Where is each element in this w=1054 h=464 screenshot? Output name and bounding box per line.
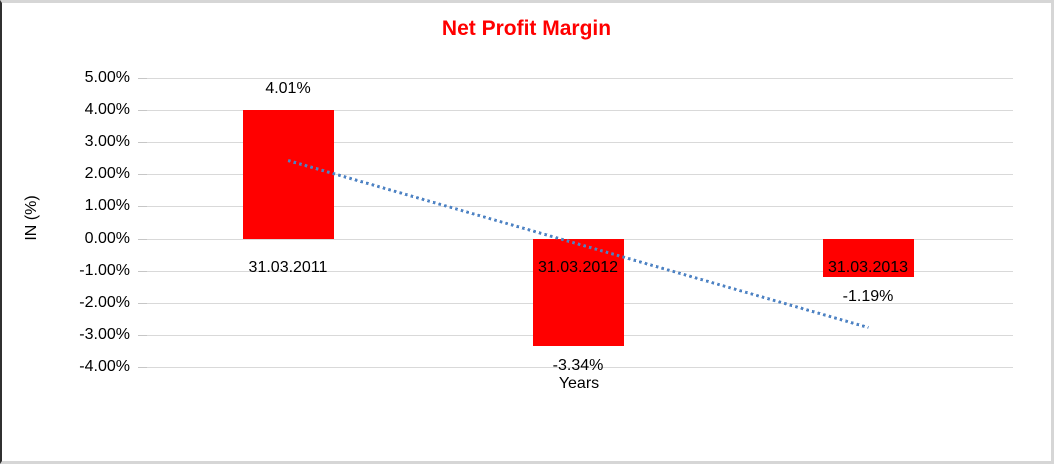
y-tick-label: -2.00% — [79, 293, 130, 311]
y-tick-label: -3.00% — [79, 325, 130, 343]
gridline — [143, 78, 1013, 79]
bar-value-label: 4.01% — [265, 79, 311, 97]
bar-value-label: -3.34% — [552, 356, 604, 374]
y-tick-label: 5.00% — [84, 69, 130, 86]
y-tick-label: 3.00% — [84, 133, 130, 151]
bar-category-label: 31.03.2011 — [248, 258, 328, 276]
x-axis-title: Years — [558, 375, 600, 392]
gridline — [143, 110, 1013, 112]
y-axis-tick — [138, 334, 147, 336]
y-axis-tick — [138, 270, 147, 272]
y-axis-tick — [138, 206, 147, 208]
y-axis-tick — [138, 174, 147, 176]
chart-title: Net Profit Margin — [441, 17, 612, 40]
bar — [242, 109, 334, 239]
bar-category-label: 31.03.2012 — [537, 258, 619, 276]
gridline — [143, 174, 1013, 176]
y-axis-tick — [138, 302, 147, 304]
y-tick-label: 2.00% — [84, 165, 130, 183]
bar-category-label: 31.03.2013 — [827, 258, 909, 276]
y-axis-tick — [138, 78, 147, 79]
bar-value-label: -1.19% — [842, 287, 894, 305]
bar — [822, 238, 914, 277]
gridline — [143, 206, 1013, 208]
y-tick-label: 4.00% — [84, 101, 130, 119]
y-axis-tick — [138, 110, 147, 112]
bar — [532, 238, 624, 346]
y-axis-tick — [138, 142, 147, 144]
gridline — [143, 367, 1013, 368]
y-tick-label: 0.00% — [84, 229, 130, 247]
y-axis-tick — [138, 367, 147, 368]
y-tick-label: -1.00% — [79, 261, 130, 279]
y-tick-label: 1.00% — [84, 197, 130, 215]
y-axis-tick — [138, 238, 147, 240]
gridline — [143, 142, 1013, 144]
y-tick-label: -4.00% — [79, 358, 130, 375]
